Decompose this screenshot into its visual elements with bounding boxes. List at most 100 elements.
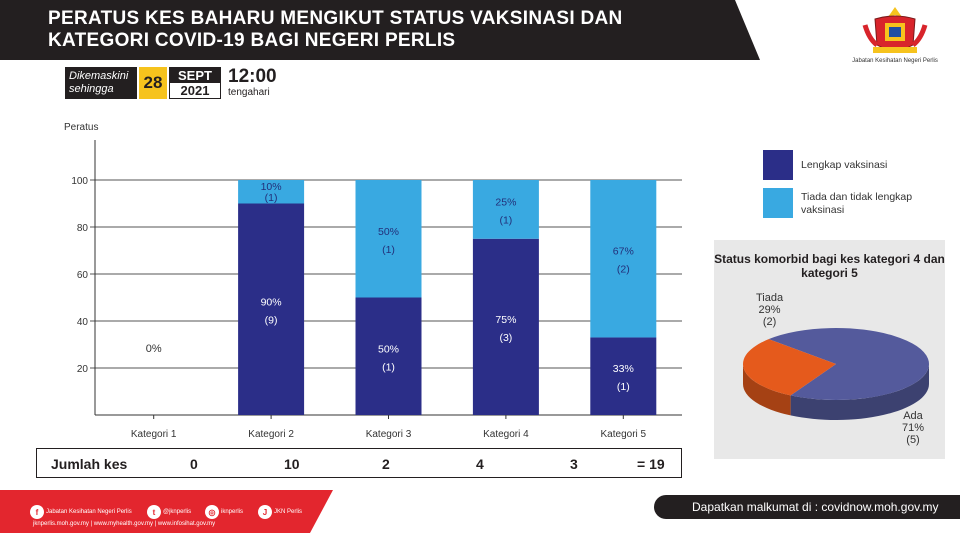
updated-label-line-2: sehingga bbox=[69, 83, 114, 95]
legend-label-line: Lengkap vaksinasi bbox=[801, 159, 888, 171]
count-total: = 19 bbox=[637, 456, 665, 472]
update-time: 12:00 bbox=[228, 66, 277, 87]
pie-label-count: (2) bbox=[762, 316, 777, 328]
legend-swatch bbox=[763, 150, 793, 180]
y-tick-label: 80 bbox=[77, 223, 89, 234]
date-year: 2021 bbox=[180, 83, 210, 98]
data-label-pct: 75% bbox=[495, 314, 516, 326]
social-twitter[interactable]: t @jknperlis bbox=[147, 505, 191, 519]
legend-label-line: vaksinasi bbox=[801, 204, 845, 216]
social-text: Jabatan Kesihatan Negeri Perlis bbox=[46, 509, 132, 515]
social-jkn[interactable]: J JKN Perlis bbox=[258, 505, 302, 519]
data-label-pct: 67% bbox=[613, 246, 634, 258]
data-label-pct: 90% bbox=[261, 296, 282, 308]
footer-info: Dapatkan malkumat di : covidnow.moh.gov.… bbox=[654, 495, 960, 519]
data-label-pct: 0% bbox=[146, 343, 162, 355]
pie-slice bbox=[743, 339, 836, 396]
pie-label-ada: Ada 71% (5) bbox=[902, 410, 924, 446]
data-label-pct: 25% bbox=[495, 196, 516, 208]
pie-label-name: Tiada bbox=[756, 292, 784, 304]
bar-segment bbox=[238, 203, 305, 415]
date-month: SEPT bbox=[170, 68, 220, 83]
data-label-count: (9) bbox=[265, 314, 278, 326]
social-text: iknperlis bbox=[221, 509, 244, 515]
bar-segment bbox=[590, 337, 657, 415]
pie-label-name: Ada bbox=[903, 410, 923, 422]
legend-item-lengkap: Lengkap vaksinasi bbox=[763, 150, 887, 180]
time-label: tengahari bbox=[228, 87, 270, 98]
pie-label-pct: 71% bbox=[902, 422, 925, 434]
count-row-label: Jumlah kes bbox=[51, 456, 128, 472]
case-count-row: Jumlah kes 0 10 2 4 3 = 19 bbox=[36, 448, 682, 478]
x-tick-label: Kategori 2 bbox=[248, 429, 294, 440]
title-line-2: KATEGORI COVID-19 BAGI NEGERI PERLIS bbox=[48, 30, 456, 51]
data-label-pct: 50% bbox=[378, 343, 399, 355]
data-label-pct: 33% bbox=[613, 363, 634, 375]
title-line-1: PERATUS KES BAHARU MENGIKUT STATUS VAKSI… bbox=[48, 8, 623, 29]
data-label-count: (1) bbox=[617, 381, 630, 393]
data-label-count: (1) bbox=[382, 361, 395, 373]
x-tick-label: Kategori 3 bbox=[366, 429, 412, 440]
x-tick-label: Kategori 1 bbox=[131, 429, 177, 440]
pie-chart bbox=[743, 328, 929, 420]
x-tick-label: Kategori 4 bbox=[483, 429, 529, 440]
updated-label: Dikemaskini sehingga bbox=[65, 67, 137, 99]
bar-segment bbox=[472, 238, 539, 415]
social-facebook[interactable]: f Jabatan Kesihatan Negeri Perlis bbox=[30, 505, 132, 519]
bar-segment bbox=[355, 180, 422, 298]
bar-chart: Peratus 20 40 60 80 100 Kategori 1 0% Kategori 2… bbox=[64, 122, 682, 440]
date-day: 28 bbox=[139, 67, 167, 99]
y-tick-label: 100 bbox=[71, 176, 88, 187]
y-tick-label: 20 bbox=[77, 364, 89, 375]
footer-social-bar bbox=[0, 490, 333, 533]
footer-links[interactable]: jknperlis.moh.gov.my | www.myhealth.gov.… bbox=[33, 521, 216, 527]
pie-label-pct: 29% bbox=[758, 304, 781, 316]
jkn-icon: J bbox=[258, 505, 272, 519]
data-label-pct: 50% bbox=[378, 226, 399, 238]
facebook-icon: f bbox=[30, 505, 44, 519]
count-kategori-1: 0 bbox=[190, 456, 198, 472]
social-text: JKN Perlis bbox=[274, 509, 303, 515]
y-tick-label: 60 bbox=[77, 270, 89, 281]
social-text: @jknperlis bbox=[163, 509, 192, 515]
legend-swatch bbox=[763, 188, 793, 218]
coat-of-arms-icon bbox=[862, 7, 928, 53]
y-tick-label: 40 bbox=[77, 317, 89, 328]
date-month-year: SEPT 2021 bbox=[169, 67, 221, 99]
legend-label: Tiada dan tidak lengkap vaksinasi bbox=[801, 188, 912, 218]
pie-label-count: (5) bbox=[906, 434, 920, 446]
legend-label: Lengkap vaksinasi bbox=[801, 150, 887, 180]
x-tick-label: Kategori 5 bbox=[601, 429, 647, 440]
comorbid-panel: Status komorbid bagi kes kategori 4 dan … bbox=[714, 240, 945, 459]
count-kategori-5: 3 bbox=[570, 456, 578, 472]
bar-segment bbox=[355, 297, 422, 415]
instagram-icon: ◎ bbox=[205, 505, 219, 519]
data-label-count: (1) bbox=[382, 244, 395, 256]
bar-segment bbox=[238, 180, 305, 204]
twitter-icon: t bbox=[147, 505, 161, 519]
data-label-count: (1) bbox=[265, 192, 278, 204]
title-banner: PERATUS KES BAHARU MENGIKUT STATUS VAKSI… bbox=[0, 0, 760, 60]
bar-segment bbox=[590, 180, 657, 338]
pie-label-tiada: Tiada 29% (2) bbox=[756, 292, 783, 328]
pie-slice-side bbox=[790, 364, 929, 420]
pie-slice-side bbox=[743, 364, 791, 416]
data-label-count: (3) bbox=[499, 332, 512, 344]
count-kategori-4: 4 bbox=[476, 456, 484, 472]
data-label-count: (2) bbox=[617, 264, 630, 276]
legend-item-tiada: Tiada dan tidak lengkap vaksinasi bbox=[763, 188, 912, 218]
page-title: PERATUS KES BAHARU MENGIKUT STATUS VAKSI… bbox=[48, 8, 623, 52]
bar-segment bbox=[472, 180, 539, 239]
y-axis-label: Peratus bbox=[64, 122, 98, 133]
legend-label-line: Tiada dan tidak lengkap bbox=[801, 191, 913, 203]
ministry-label: Jabatan Kesihatan Negeri Perlis bbox=[852, 58, 938, 64]
data-label-count: (1) bbox=[499, 214, 512, 226]
update-date: Dikemaskini sehingga 28 SEPT 2021 12:00 … bbox=[62, 66, 277, 103]
count-kategori-2: 10 bbox=[284, 456, 300, 472]
social-instagram[interactable]: ◎ iknperlis bbox=[205, 505, 243, 519]
pie-title: Status komorbid bagi kes kategori 4 dan … bbox=[714, 252, 945, 280]
data-label-pct: 10% bbox=[261, 181, 282, 193]
count-kategori-3: 2 bbox=[382, 456, 390, 472]
pie-slice bbox=[768, 328, 929, 400]
updated-label-line-1: Dikemaskini bbox=[69, 70, 129, 82]
